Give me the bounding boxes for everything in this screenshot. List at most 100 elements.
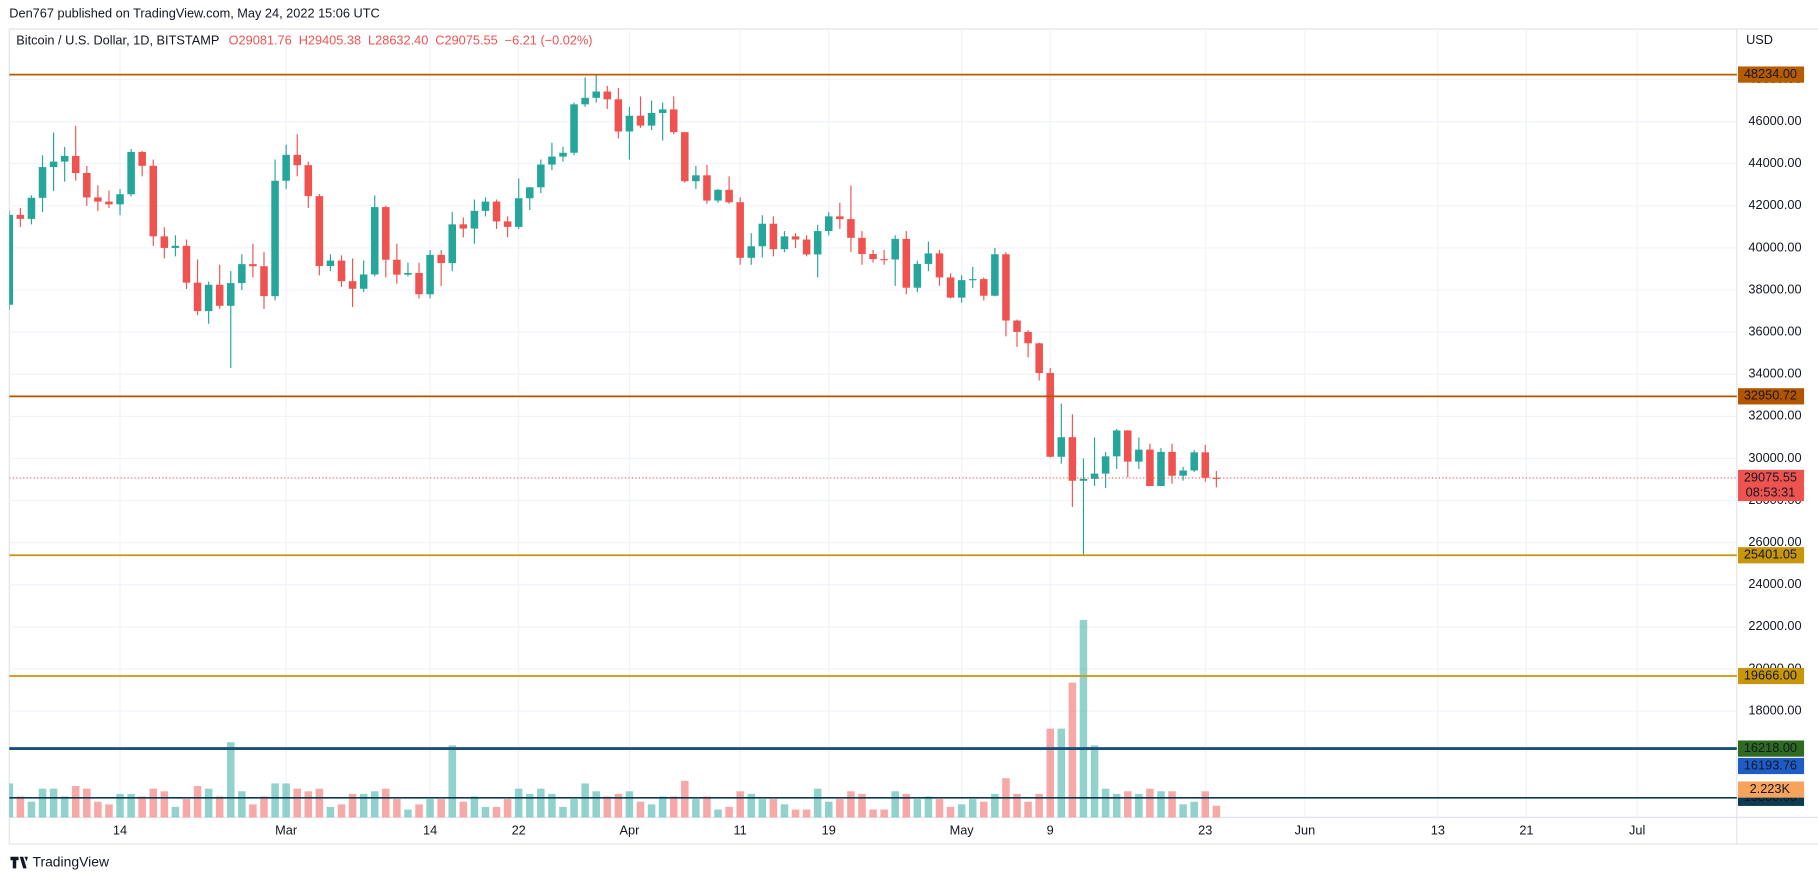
volume-bar [669, 796, 678, 818]
level-label: 25401.05 [1744, 547, 1797, 562]
volume-bar [370, 791, 379, 818]
candle-body [238, 264, 246, 284]
logo-icon [10, 856, 28, 869]
candle-body [1201, 452, 1210, 478]
volume-bar [725, 806, 733, 818]
volume-bar [426, 799, 434, 818]
candle-body [614, 99, 623, 132]
y-tick-label: 22000.00 [1748, 618, 1801, 633]
volume-bar [326, 806, 335, 818]
level-label: 16193.76 [1744, 757, 1797, 772]
volume-bar [249, 804, 257, 818]
volume-bar [813, 788, 822, 818]
volume-bar [692, 799, 700, 818]
countdown: 08:53:31 [1746, 484, 1796, 499]
volume-bar [968, 799, 977, 818]
volume-bar [9, 783, 14, 818]
candle-body [382, 207, 390, 260]
volume-bar [49, 788, 58, 818]
y-tick-label: 42000.00 [1748, 197, 1801, 212]
volume-bar [238, 791, 246, 818]
volume-bar [304, 791, 313, 818]
level-label: 32950.72 [1744, 388, 1797, 403]
volume-bar [1190, 801, 1198, 818]
candle-body [902, 238, 911, 288]
volume-bar [769, 799, 778, 818]
candle-body [592, 91, 600, 98]
x-tick-label: Jun [1295, 823, 1316, 838]
volume-bar [647, 804, 656, 818]
candle-body [27, 197, 36, 219]
volume-bar [548, 793, 556, 818]
volume-bar [802, 809, 811, 818]
volume-bar [935, 799, 944, 818]
logo: TradingView [10, 853, 110, 869]
candle-body [437, 254, 445, 264]
legend-value: C29075.55 [435, 33, 497, 48]
candle-body [1090, 473, 1099, 479]
candle-body [747, 246, 756, 258]
volume-bar [1035, 793, 1043, 818]
candle-body [935, 253, 944, 278]
volume-bar [537, 788, 545, 818]
volume-bar [824, 801, 833, 818]
candle-body [470, 210, 479, 229]
candle-body [581, 97, 589, 105]
volume-bar [1168, 791, 1176, 818]
level-label: 19666.00 [1744, 667, 1797, 682]
level-label-bg [1737, 757, 1805, 775]
candle-body [215, 284, 224, 306]
candle-body [570, 104, 578, 153]
volume-bar [1201, 791, 1210, 818]
level-label-bg [1737, 66, 1805, 83]
volume-bar [614, 793, 623, 818]
candle-body [669, 109, 678, 133]
candle-body [991, 254, 999, 296]
grid [9, 28, 1737, 818]
candle-body [1068, 437, 1077, 481]
x-tick-label: May [950, 823, 975, 838]
candle-body [736, 202, 744, 258]
y-tick-label: 36000.00 [1748, 324, 1801, 339]
x-tick-label: 22 [512, 823, 526, 838]
candle-body [957, 280, 966, 298]
candle-body [758, 223, 767, 247]
candle-body [1046, 372, 1055, 457]
volume-bar [215, 796, 224, 818]
candle-body [1123, 430, 1132, 462]
volume-bar [138, 796, 146, 818]
volume-bar [869, 809, 877, 818]
candle-body [503, 221, 512, 227]
candle-body [968, 279, 977, 281]
volume-bar [260, 796, 268, 818]
candle-body [370, 207, 379, 275]
volume-bar [703, 796, 711, 818]
candle-body [293, 154, 301, 166]
candle-body [337, 260, 346, 282]
candle-body [858, 237, 866, 255]
volume-bar [913, 799, 922, 818]
volume-bar [415, 804, 423, 818]
volume-bar [16, 796, 25, 818]
volume-bar [437, 799, 445, 818]
volume-bar [27, 801, 36, 818]
candle-body [193, 282, 202, 312]
legend-value: O29081.76 [229, 33, 292, 48]
x-tick-label: 14 [113, 823, 127, 838]
volume-bar [348, 793, 357, 818]
candle-body [105, 201, 113, 205]
candle-body [415, 272, 423, 295]
candle-body [393, 259, 401, 275]
x-tick-label: 19 [822, 823, 836, 838]
candle-body [49, 161, 58, 168]
volume-bar [160, 791, 169, 818]
candle-body [681, 132, 689, 182]
price-label-bg [1737, 469, 1805, 502]
level-label-bg [1737, 740, 1805, 757]
legend-value: L28632.40 [368, 33, 428, 48]
candle-body [304, 165, 313, 197]
volume-bar [448, 745, 457, 818]
x-tick-label: Mar [275, 823, 298, 838]
